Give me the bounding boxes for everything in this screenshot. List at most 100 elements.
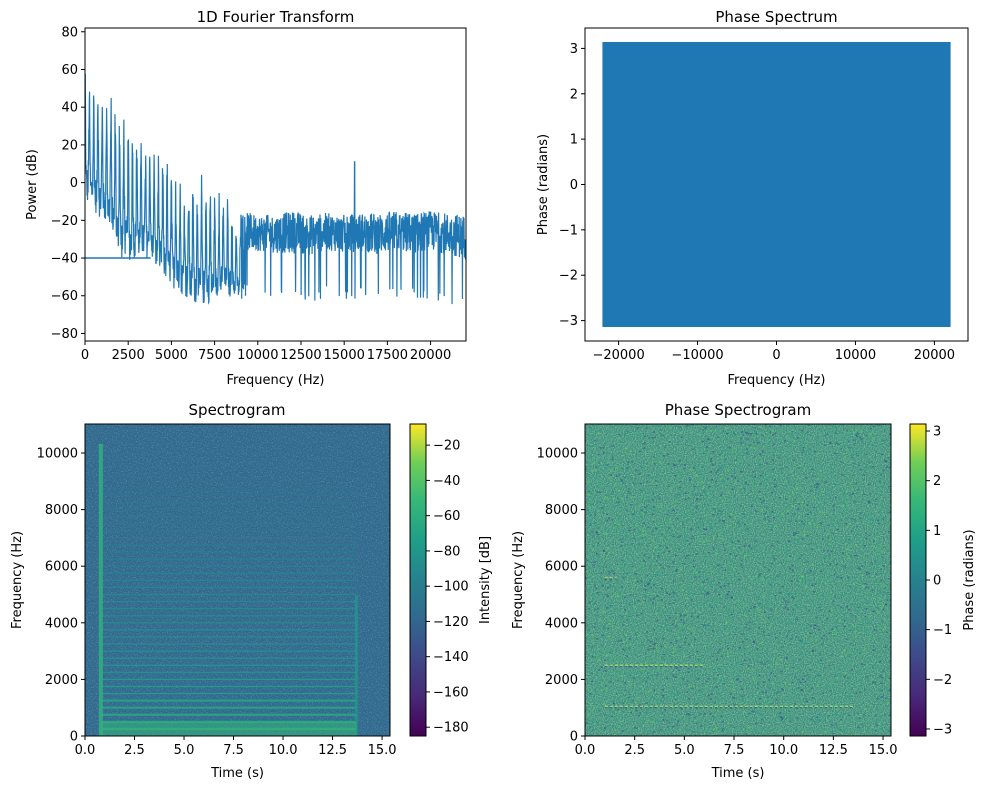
fourier-title: 1D Fourier Transform	[197, 8, 355, 26]
phase-spectrogram-cell	[768, 626, 771, 629]
phase-spectrogram-cell	[678, 548, 680, 550]
phase-spectrogram-cell	[585, 678, 588, 681]
phase-spectrogram-cell	[597, 510, 600, 512]
phase-spectrogram-cell	[684, 492, 687, 494]
phase-spectrogram-cell	[862, 623, 865, 625]
phase-spectrogram-cell	[607, 606, 610, 608]
phase-spectrogram-cell	[721, 729, 724, 731]
phase-spectrogram-cell	[724, 458, 727, 461]
phase-spectrogram-title: Phase Spectrogram	[665, 401, 811, 419]
phase-spectrogram-cell	[615, 554, 618, 556]
phase-spectrogram-cell	[834, 694, 837, 696]
phase-spectrogram-cell	[816, 674, 819, 677]
phase-spectrogram-cell	[780, 646, 783, 648]
phase-spectrogram-cell	[816, 718, 819, 720]
phase-spectrogram-cell	[630, 617, 633, 620]
phase-spectrogram-cell	[592, 564, 595, 567]
phase-spectrogram-cell	[841, 569, 844, 572]
phase-spectrogram-cell	[713, 508, 715, 510]
phase-spectrogram-cell	[834, 723, 837, 726]
phase-spectrogram-cell	[632, 513, 635, 516]
phase-spectrogram-cell	[869, 431, 872, 434]
phase-spectrogram-cell	[656, 674, 659, 676]
phase-spectrogram-cell	[624, 609, 626, 611]
phase-spectrogram-cell	[631, 565, 634, 567]
phase-spectrogram-cell	[590, 600, 593, 603]
phase-spectrogram-cell	[695, 703, 698, 706]
phase-spectrogram-cell	[727, 469, 730, 471]
phase-spectrogram-cell	[640, 612, 643, 614]
phase-spectrogram-cell	[586, 691, 589, 693]
phase-spectrogram-cell	[611, 431, 614, 434]
phase-spectrogram-cell	[592, 597, 595, 599]
fourier-xtick-label: 5000	[155, 348, 188, 363]
phase-spectrogram-xlabel: Time (s)	[711, 766, 765, 781]
spectrogram-xtick-label: 2.5	[124, 743, 145, 758]
phase-spectrogram-cell	[790, 623, 793, 625]
phase-spectrogram-cell	[707, 438, 710, 441]
phase-spectrogram-cell	[674, 625, 677, 628]
phase-spectrogram-cell	[790, 442, 793, 444]
phase-spectrogram-cell	[588, 491, 591, 493]
phase-spectrogram-cell	[618, 490, 620, 492]
phase-spectrogram-cell	[664, 606, 667, 608]
phase-spectrogram-cell	[876, 561, 879, 563]
phase-spectrogram-cell	[653, 597, 656, 599]
phase-spectrogram-cell	[651, 562, 654, 564]
phase-spectrogram-cell	[782, 717, 785, 719]
phase-spectrogram-cell	[704, 493, 707, 495]
phase-spectrogram-cell	[795, 432, 798, 435]
phase-spectrogram-cell	[811, 584, 814, 586]
phase-spectrogram-cell	[888, 531, 890, 533]
phase-spectrogram-cell	[632, 675, 635, 677]
phase-spectrogram-cell	[835, 628, 838, 630]
phase-spectrogram-cell	[639, 688, 642, 690]
phase-spectrogram-cell	[873, 521, 876, 524]
phase-spectrogram-cell	[880, 560, 883, 562]
phase-spectrogram-cell	[856, 429, 859, 431]
phase-spectrogram-cell	[627, 461, 630, 463]
phase-spectrogram-cell	[813, 720, 816, 722]
phase-spectrogram-cell	[774, 553, 777, 556]
phase-spectrogram-cell	[876, 607, 879, 609]
phase-spectrogram-cell	[604, 727, 606, 729]
phase-spectrogram-cell	[621, 565, 624, 567]
phase-spectrogram-cell	[691, 429, 694, 432]
phase-spectrogram-cell	[654, 725, 657, 727]
phase-spectrogram-cell	[762, 631, 765, 633]
phase-spectrogram-cell	[734, 550, 737, 553]
phase-spectrogram-cell	[590, 575, 593, 577]
phase-spectrogram-cell	[716, 564, 719, 567]
phase-spectrogram-cell	[779, 732, 782, 735]
phase-spectrogram-cell	[643, 560, 645, 562]
phase-spectrogram-cell	[675, 612, 678, 615]
phase-spectrogram-cell	[611, 699, 614, 701]
phase-spectrogram-cell	[664, 624, 667, 626]
phase-spectrogram-cell	[761, 472, 764, 474]
phase-spectrogram-cell	[631, 699, 634, 702]
phase-spectrogram-cell	[847, 576, 850, 579]
phase-spectrogram-cell	[618, 474, 621, 476]
phase-spectrogram-cell	[828, 610, 831, 613]
phase-spectrogram-cell	[833, 627, 836, 630]
phase-spectrogram-cell	[775, 692, 778, 695]
phase-spectrogram-cell	[723, 469, 726, 471]
phase-spectrogram-cell	[695, 699, 698, 702]
phase-spectrogram-cell	[836, 453, 839, 455]
phase-spectrogram-cell	[699, 518, 702, 520]
phase-spectrogram-cell	[858, 464, 861, 466]
phase-spectrogram-cell	[845, 440, 848, 443]
phase-spectrogram-cell	[743, 647, 746, 650]
phase-spectrogram-cell	[849, 659, 852, 661]
phase-spectrogram-cell	[662, 567, 665, 569]
phase-spectrogram-cell	[599, 507, 602, 510]
phase-spectrogram-cell	[707, 678, 710, 680]
phase-spectrogram-cell	[756, 691, 759, 694]
phase-spectrogram-cell	[695, 722, 698, 724]
phase-spectrogram-cell	[797, 585, 800, 587]
phase-spectrogram-cell	[650, 587, 653, 589]
phase-spectrogram-cell	[878, 517, 880, 520]
phase-spectrogram-cell	[612, 497, 615, 500]
phase-spectrogram-cell	[649, 599, 652, 601]
